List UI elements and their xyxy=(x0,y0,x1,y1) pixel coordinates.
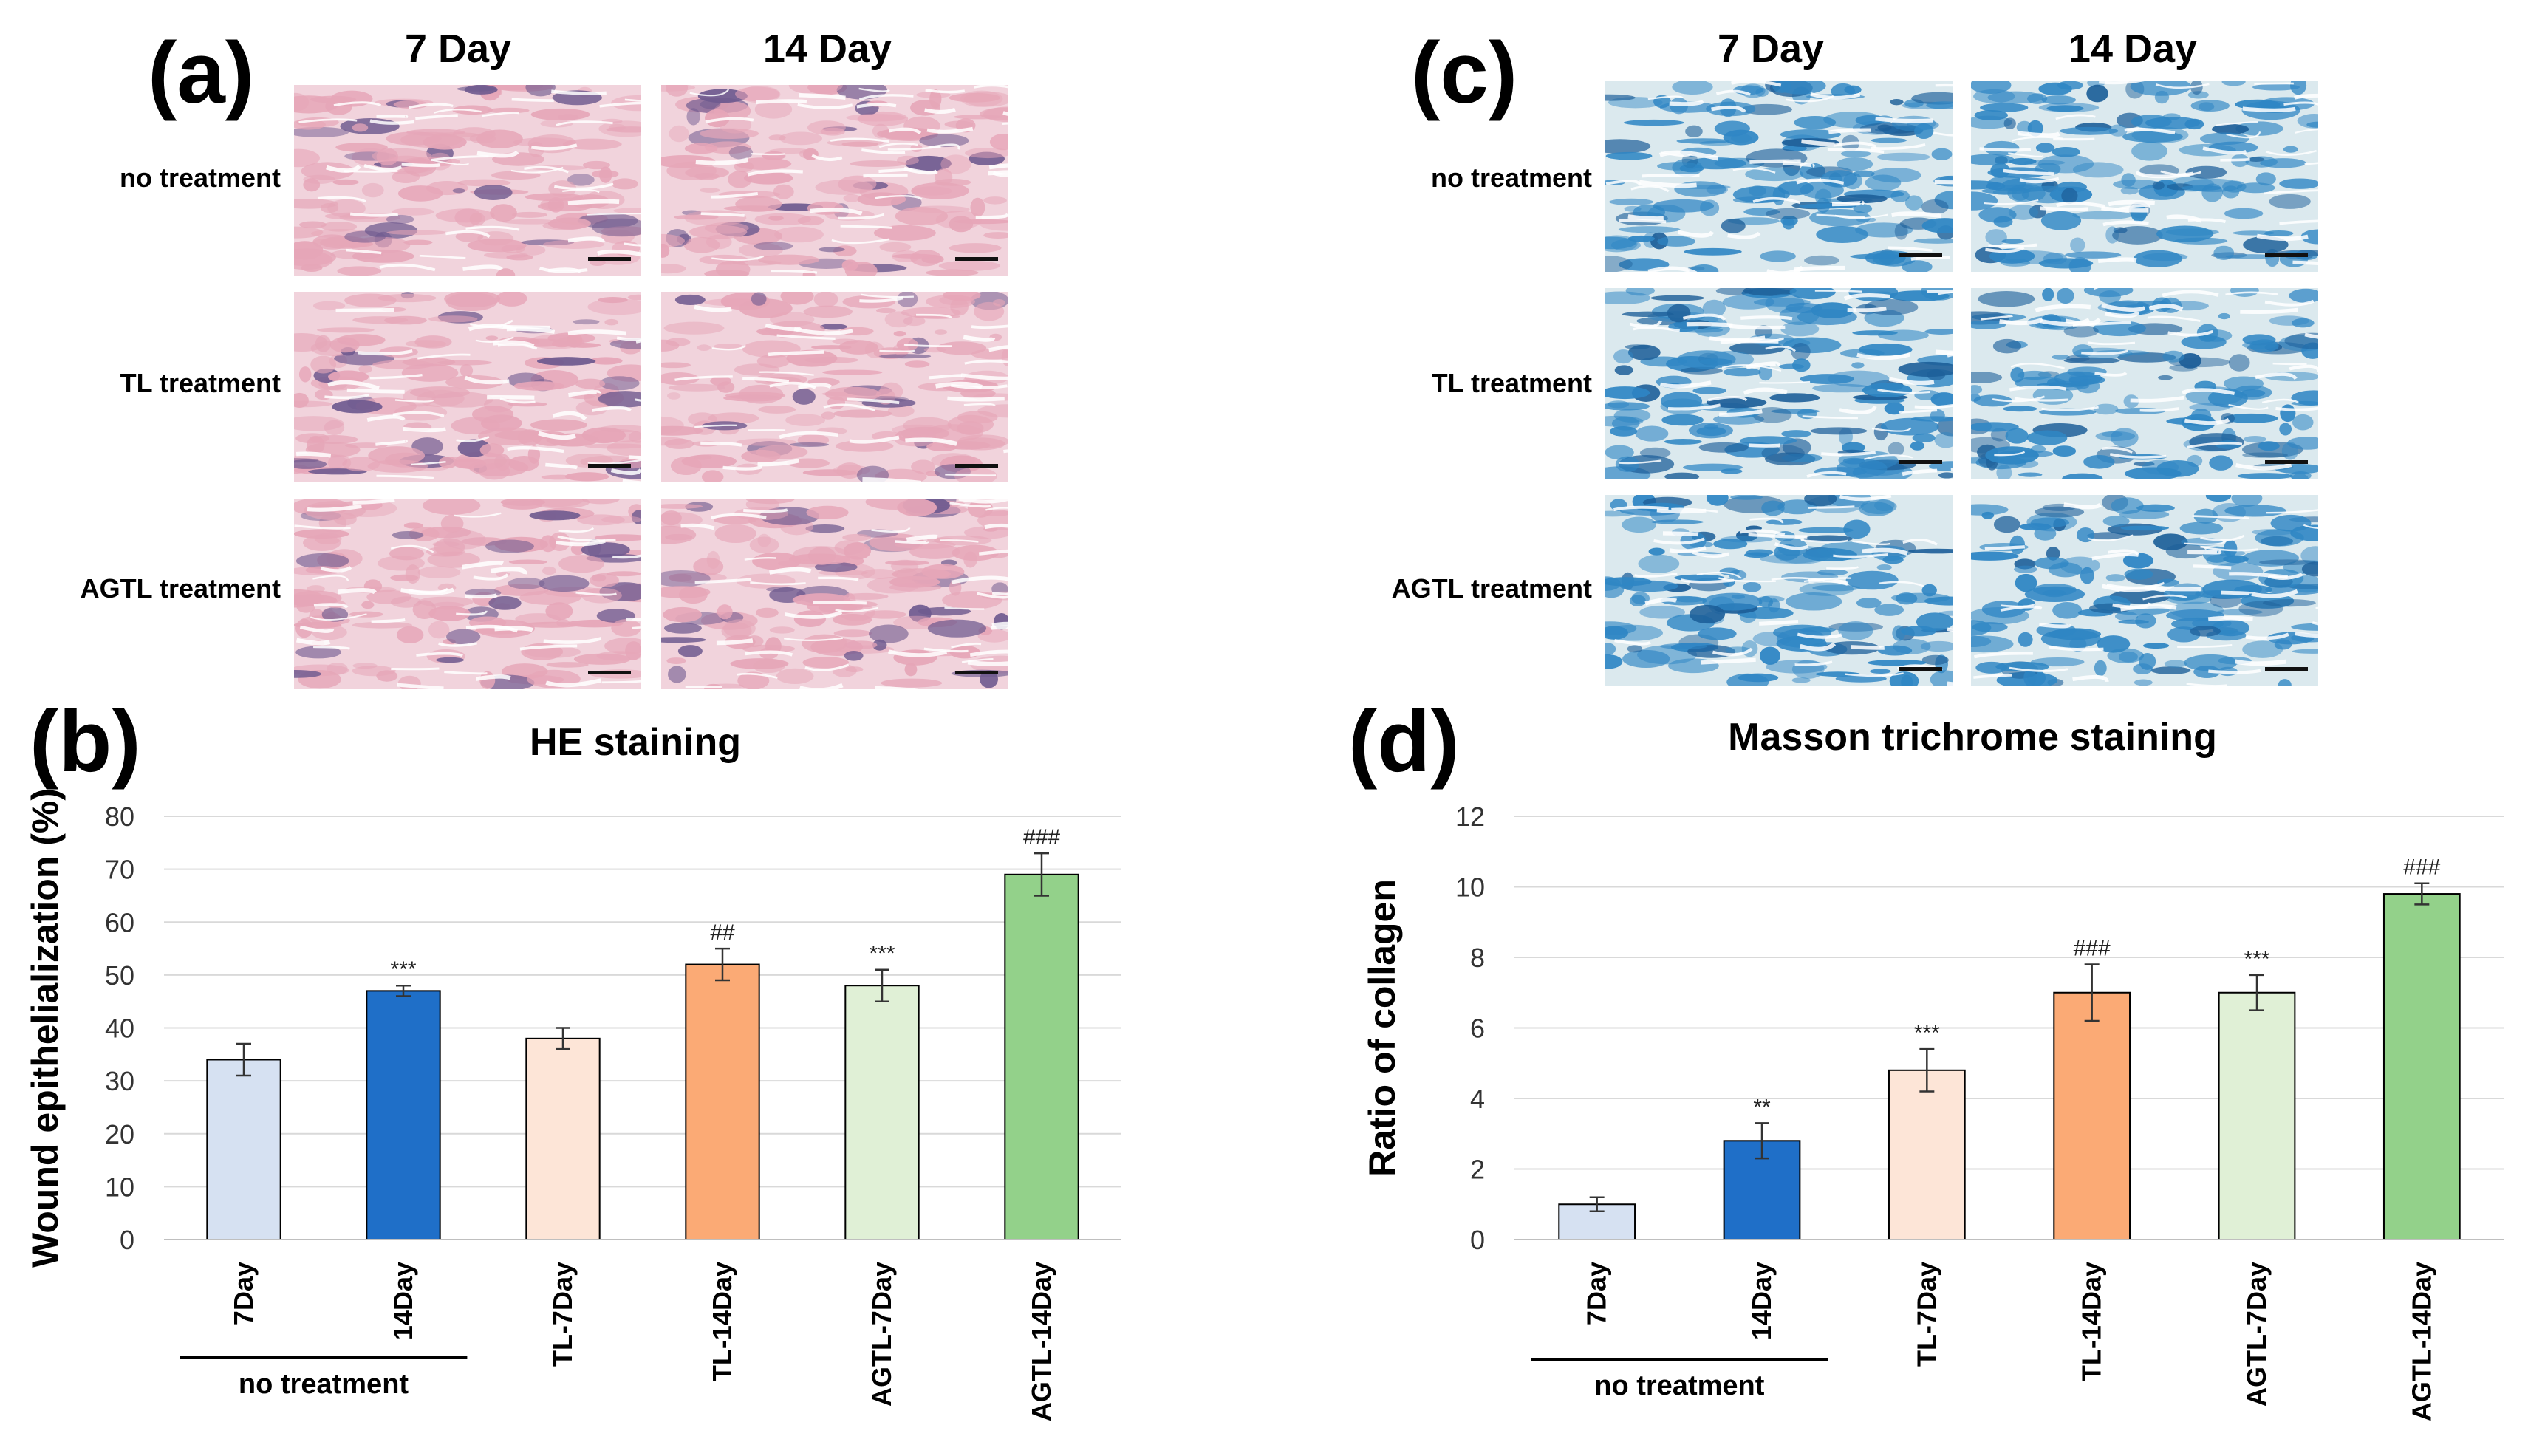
bar-AGTL-7Day xyxy=(2218,991,2296,1240)
x-tick-label: AGTL-7Day xyxy=(867,1262,897,1407)
y-tick-label: 40 xyxy=(105,1014,134,1044)
significance-label: ### xyxy=(1023,825,1060,850)
bar-TL-7Day xyxy=(1888,1069,1966,1240)
masson-micrograph-r1-c2 xyxy=(1971,81,2318,272)
he-micrograph-r3-c2 xyxy=(661,499,1008,689)
he-micrograph-r1-c1 xyxy=(294,85,641,276)
masson-micrograph-r3-c1 xyxy=(1605,495,1953,686)
chart-d-title: Masson trichrome staining xyxy=(1728,716,2217,759)
y-tick-label: 0 xyxy=(1470,1225,1485,1255)
y-tick-label: 6 xyxy=(1470,1014,1485,1044)
chart-d: 0 2 4 6 8 10 12 Ratio of collagen 7Day ** 14Day ***… xyxy=(1362,802,2504,1421)
y-tick-label: 2 xyxy=(1470,1155,1485,1185)
y-tick-label: 60 xyxy=(105,907,134,937)
scale-bar xyxy=(588,671,631,674)
bar-7Day xyxy=(206,1059,281,1240)
significance-label: *** xyxy=(390,957,416,982)
scale-bar xyxy=(955,257,998,261)
bar-AGTL-14Day xyxy=(1004,873,1079,1240)
panel-c-row-label-no-treatment: no treatment xyxy=(1430,163,1592,193)
x-tick-label: 7Day xyxy=(1582,1262,1612,1325)
group-label: no treatment xyxy=(1594,1370,1764,1401)
masson-micrograph-r1-c1 xyxy=(1605,81,1953,272)
y-tick-label: 8 xyxy=(1470,943,1485,973)
panel-c-row-label-tl: TL treatment xyxy=(1431,368,1592,398)
panel-c-row-label-agtl: AGTL treatment xyxy=(1391,573,1592,604)
bar-TL-14Day xyxy=(2053,991,2131,1240)
significance-label: ## xyxy=(710,920,735,945)
significance-label: *** xyxy=(869,942,895,966)
panel-a-row-label-agtl: AGTL treatment xyxy=(80,573,281,604)
scale-bar xyxy=(588,257,631,261)
x-tick-label: 14Day xyxy=(1746,1262,1777,1340)
y-tick-label: 30 xyxy=(105,1066,134,1096)
significance-label: *** xyxy=(2244,947,2269,971)
y-tick-label: 10 xyxy=(1455,872,1485,903)
he-micrograph-r1-c2 xyxy=(661,85,1008,276)
chart-b: 0 10 20 30 40 50 60 70 80 Wound epithelialization… xyxy=(24,788,1121,1421)
masson-micrograph-r2-c2 xyxy=(1971,288,2318,479)
panel-a-letter: (a) xyxy=(148,24,255,122)
masson-micrograph-r3-c2 xyxy=(1971,495,2318,686)
x-tick-label: TL-14Day xyxy=(2077,1262,2107,1381)
scale-bar xyxy=(2265,667,2308,671)
bar-AGTL-14Day xyxy=(2382,893,2461,1241)
group-label: no treatment xyxy=(239,1369,409,1400)
chart-b-title: HE staining xyxy=(529,721,742,764)
he-micrograph-r3-c1 xyxy=(294,499,641,689)
y-tick-label: 10 xyxy=(105,1172,134,1202)
he-micrograph-r2-c2 xyxy=(661,292,1008,482)
he-micrograph-r2-c1 xyxy=(294,292,641,482)
y-tick-label: 4 xyxy=(1470,1084,1485,1114)
x-tick-label: TL-14Day xyxy=(707,1262,737,1381)
bar-14Day xyxy=(366,990,441,1240)
y-tick-label: 12 xyxy=(1455,802,1485,832)
panel-a-col-title-7day: 7 Day xyxy=(404,27,512,71)
y-tick-label: 50 xyxy=(105,960,134,991)
masson-micrograph-r2-c1 xyxy=(1605,288,1953,479)
bar-AGTL-7Day xyxy=(844,985,920,1240)
bar-TL-7Day xyxy=(525,1037,601,1240)
y-axis-label: Wound epithelialization (%) xyxy=(24,788,66,1268)
panel-d-letter: (d) xyxy=(1348,693,1460,790)
x-tick-label: TL-7Day xyxy=(547,1262,578,1367)
y-tick-label: 0 xyxy=(120,1225,134,1255)
panel-c-col-title-7day: 7 Day xyxy=(1717,27,1825,71)
panel-a-row-label-tl: TL treatment xyxy=(120,368,281,398)
significance-label: ### xyxy=(2074,937,2111,961)
bar-TL-14Day xyxy=(685,963,760,1240)
x-tick-label: AGTL-7Day xyxy=(2241,1262,2272,1407)
scale-bar xyxy=(588,464,631,468)
scale-bar xyxy=(1899,253,1942,257)
significance-label: *** xyxy=(1914,1021,1940,1045)
x-tick-label: AGTL-14Day xyxy=(2406,1262,2436,1421)
y-tick-label: 80 xyxy=(105,802,134,832)
scale-bar xyxy=(955,671,998,674)
panel-a-row-label-no-treatment: no treatment xyxy=(119,163,281,193)
scale-bar xyxy=(1899,460,1942,464)
scale-bar xyxy=(955,464,998,468)
scale-bar xyxy=(2265,253,2308,257)
scale-bar xyxy=(1899,667,1942,671)
x-tick-label: 14Day xyxy=(388,1262,418,1340)
significance-label: ** xyxy=(1753,1095,1771,1119)
panel-c-letter: (c) xyxy=(1411,24,1518,122)
y-tick-label: 20 xyxy=(105,1119,134,1149)
x-tick-label: AGTL-14Day xyxy=(1026,1262,1056,1421)
x-tick-label: TL-7Day xyxy=(1911,1262,1941,1367)
panel-c-col-title-14day: 14 Day xyxy=(2068,27,2198,71)
scale-bar xyxy=(2265,460,2308,464)
x-tick-label: 7Day xyxy=(228,1262,259,1325)
panel-a-col-title-14day: 14 Day xyxy=(762,27,892,71)
y-tick-label: 70 xyxy=(105,855,134,885)
y-axis-label: Ratio of collagen xyxy=(1362,879,1403,1177)
significance-label: ### xyxy=(2403,855,2440,880)
panel-b-letter: (b) xyxy=(30,693,141,790)
